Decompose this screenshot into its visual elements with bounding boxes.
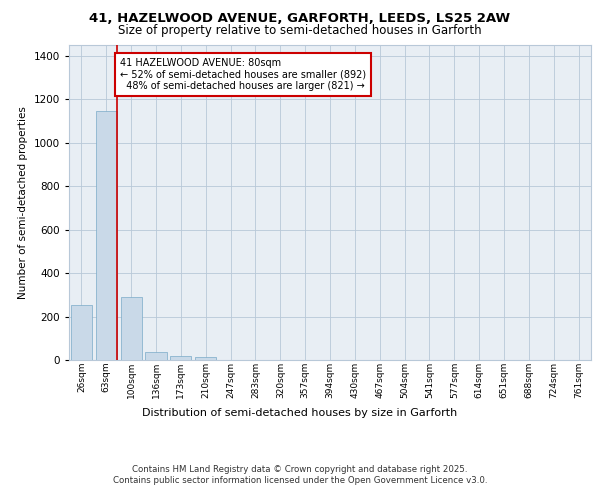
Text: Contains HM Land Registry data © Crown copyright and database right 2025.: Contains HM Land Registry data © Crown c… (132, 465, 468, 474)
Bar (121, 297, 142, 360)
Bar (71, 304, 92, 360)
Text: Distribution of semi-detached houses by size in Garforth: Distribution of semi-detached houses by … (142, 408, 458, 418)
Y-axis label: Number of semi-detached properties: Number of semi-detached properties (18, 106, 28, 299)
Bar (170, 356, 191, 360)
Text: 41 HAZELWOOD AVENUE: 80sqm
← 52% of semi-detached houses are smaller (892)
  48%: 41 HAZELWOOD AVENUE: 80sqm ← 52% of semi… (120, 58, 366, 91)
Bar (145, 352, 167, 360)
Text: Size of property relative to semi-detached houses in Garforth: Size of property relative to semi-detach… (118, 24, 482, 37)
Text: Contains public sector information licensed under the Open Government Licence v3: Contains public sector information licen… (113, 476, 487, 485)
Text: 41, HAZELWOOD AVENUE, GARFORTH, LEEDS, LS25 2AW: 41, HAZELWOOD AVENUE, GARFORTH, LEEDS, L… (89, 12, 511, 26)
Bar (195, 358, 216, 360)
Bar (96, 112, 117, 360)
